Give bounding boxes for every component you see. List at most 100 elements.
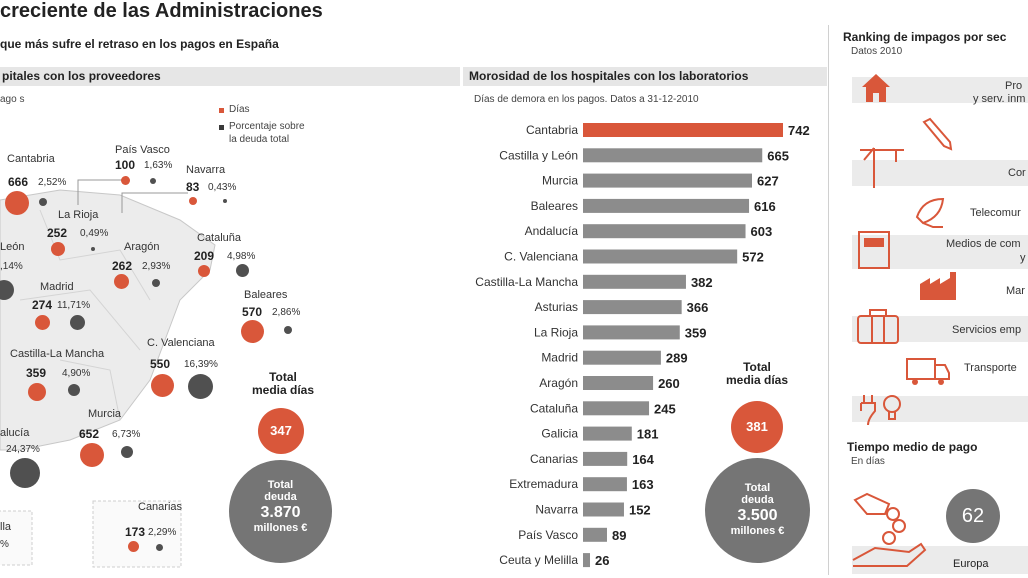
bar-value-label: 382 xyxy=(691,275,713,290)
region-pct-circle xyxy=(188,374,213,399)
region-days-circle xyxy=(189,197,197,205)
region-name: alucía xyxy=(0,427,30,439)
region-days-circle xyxy=(51,242,65,256)
newspaper-icon xyxy=(858,231,890,269)
sector-row xyxy=(852,160,1028,186)
region-name: Aragón xyxy=(124,241,160,253)
region-days-circle xyxy=(128,541,139,552)
region-pct-circle xyxy=(68,384,80,396)
region-days: 570 xyxy=(242,305,263,319)
bar xyxy=(583,426,632,441)
truck-icon xyxy=(906,358,950,385)
bar-value-label: 289 xyxy=(666,351,688,366)
total-debt-label-2: deuda xyxy=(264,491,297,503)
bar xyxy=(583,249,738,264)
region-days: 262 xyxy=(112,259,133,273)
region-pct-circle xyxy=(284,326,292,334)
region-name: Canarias xyxy=(138,501,183,513)
sector-row xyxy=(852,396,1028,422)
bar xyxy=(583,350,661,365)
region-pct-circle xyxy=(121,446,133,458)
bar-value-label: 260 xyxy=(658,376,680,391)
region-pct: 1,63% xyxy=(144,160,173,171)
region-name: León xyxy=(0,241,25,253)
bar xyxy=(583,148,763,163)
region-name: Murcia xyxy=(88,408,122,420)
sector-label: Servicios emp xyxy=(952,324,1022,336)
bar-value-label: 89 xyxy=(612,528,626,543)
bar-value-label: 152 xyxy=(629,503,651,518)
bar-category-label: Canarias xyxy=(530,452,578,466)
satellite-icon xyxy=(915,197,945,228)
bar-value-label: 665 xyxy=(767,148,789,163)
legend-pct-label-1: Porcentaje sobre xyxy=(229,121,305,132)
bar xyxy=(583,300,682,315)
bar-value-label: 26 xyxy=(595,553,609,568)
region-pct-circle xyxy=(70,315,85,330)
region-pct: 6,73% xyxy=(112,429,141,440)
region-name: Cantabria xyxy=(7,153,55,165)
bar-category-label: Cantabria xyxy=(526,123,578,137)
bar-value-label: 359 xyxy=(685,325,707,340)
region-pct: 2,93% xyxy=(142,261,171,272)
bar-value-label: 163 xyxy=(632,477,654,492)
legend-days-swatch xyxy=(219,108,224,113)
bar-value-label: 366 xyxy=(687,300,709,315)
sector-label-2: y serv. inm xyxy=(973,93,1026,105)
bar xyxy=(583,376,654,390)
bar xyxy=(583,527,607,542)
bar-category-label: Cataluña xyxy=(530,401,578,415)
total-days-label: Total xyxy=(269,370,297,384)
map-panel-note: ago s xyxy=(0,94,25,105)
bar-category-label: Navarra xyxy=(535,503,578,517)
lab-total-days-label-2: media días xyxy=(725,373,789,387)
bar xyxy=(583,274,686,289)
page-subtitle: que más sufre el retraso en los pagos en… xyxy=(0,37,279,51)
lab-total-days-label: Total xyxy=(743,360,771,374)
region-name: Baleares xyxy=(244,289,288,301)
sector-row xyxy=(852,316,1028,342)
bar-category-label: Andalucía xyxy=(525,224,579,238)
region-pct-circle xyxy=(236,264,249,277)
bar-value-label: 164 xyxy=(632,452,654,467)
region-days: 173 xyxy=(125,525,146,539)
region-name: Cataluña xyxy=(197,232,242,244)
lab-total-debt-circle: Total deuda 3.500 millones € xyxy=(705,458,810,563)
bar-value-label: 627 xyxy=(757,174,779,189)
bar-category-label: Madrid xyxy=(541,351,578,365)
map-leader-lines xyxy=(77,179,188,213)
region-pct: 2,86% xyxy=(272,307,301,318)
region-days: 209 xyxy=(194,249,215,263)
europe-label: Europa xyxy=(953,558,989,570)
total-debt-label: Total xyxy=(267,479,294,491)
bar-category-label: La Rioja xyxy=(534,325,578,339)
region-days-circle xyxy=(80,443,104,467)
ranking-title: Ranking de impagos por sec xyxy=(843,30,1007,44)
region-pct-circle xyxy=(39,198,47,206)
region-pct-circle xyxy=(223,199,227,203)
region-name: La Rioja xyxy=(58,209,99,221)
bar-category-label: Aragón xyxy=(539,376,578,390)
region-days: 359 xyxy=(26,366,47,380)
sector-label: Medios de com xyxy=(946,238,1021,250)
ranking-note: Datos 2010 xyxy=(851,46,903,57)
bar-category-label: Castilla y León xyxy=(499,148,578,162)
bar xyxy=(583,325,680,340)
region-days-circle xyxy=(28,383,46,401)
region-pct: 4,98% xyxy=(227,251,256,262)
bar-category-label: Baleares xyxy=(531,199,578,213)
region-days-circle xyxy=(151,374,174,397)
region-pct: ,14% xyxy=(0,261,23,272)
europe-value: 62 xyxy=(961,505,985,527)
legend-days-label: Días xyxy=(229,104,250,115)
lab-total-debt-label-2: deuda xyxy=(741,494,774,506)
total-debt-circle: Total deuda 3.870 millones € xyxy=(229,460,332,563)
lab-total-debt-label: Total xyxy=(744,482,771,494)
bar xyxy=(583,224,746,239)
bar-category-label: Ceuta y Melilla xyxy=(499,553,578,567)
legend-pct-label-2: la deuda total xyxy=(229,134,290,145)
bar xyxy=(583,477,627,492)
region-name: C. Valenciana xyxy=(147,337,215,349)
lab-total-days-value: 381 xyxy=(746,419,768,434)
region-days: 652 xyxy=(79,427,100,441)
